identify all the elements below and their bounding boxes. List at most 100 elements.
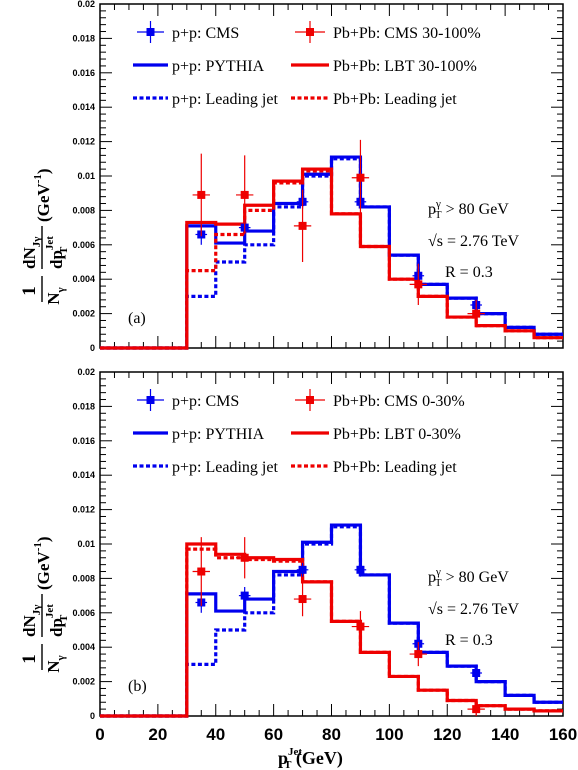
point-marker bbox=[472, 705, 481, 714]
point-marker bbox=[472, 309, 481, 318]
y-title-dp: dpJetT bbox=[44, 236, 70, 269]
point-marker bbox=[197, 567, 206, 576]
annotation-sqrt-s: √s = 2.76 TeV bbox=[428, 233, 520, 250]
x-tick-label: 0 bbox=[95, 725, 104, 744]
y-title-dp-sup: Jet bbox=[44, 604, 56, 618]
data-point bbox=[351, 611, 370, 643]
y-title-unit-sup: -1 bbox=[32, 174, 44, 183]
y-title-n: N bbox=[44, 660, 63, 673]
data-point bbox=[192, 153, 210, 237]
legend-label: p+p: PYTHIA bbox=[172, 426, 265, 443]
series-pp_lead bbox=[100, 157, 563, 350]
panel-a: 0 0.002 0.004 0.006 0.008 0.01 0.012 0.014 0.016… bbox=[19, 0, 564, 353]
y-tick-label: 0.01 bbox=[77, 539, 95, 549]
y-title-n-sub: γ bbox=[55, 287, 67, 293]
y-title-dn-sub: Jγ bbox=[31, 605, 43, 616]
y-title-dn: dNJγ bbox=[20, 605, 43, 637]
y-tick-label: 0.02 bbox=[77, 367, 95, 377]
point-marker bbox=[240, 553, 249, 562]
annotation-pt-value: > 80 GeV bbox=[442, 201, 510, 218]
y-title-one: 1 bbox=[19, 654, 40, 664]
annotation-pt-symbol: p bbox=[428, 569, 436, 586]
data-point bbox=[351, 139, 370, 216]
x-title-unit: (GeV) bbox=[291, 748, 342, 769]
legend: p+p: CMS Pb+Pb: CMS 0-30% p+p: PYTHIA Pb+Pb… bbox=[133, 389, 465, 476]
x-tick-label: 160 bbox=[549, 725, 577, 744]
point-marker bbox=[356, 173, 365, 182]
point-marker bbox=[356, 622, 365, 631]
y-title-dp-main: dp bbox=[47, 250, 66, 269]
y-title-ngamma: Nγ bbox=[44, 655, 67, 672]
x-tick-label: 140 bbox=[491, 725, 519, 744]
y-title-unit-main: (GeV bbox=[34, 183, 53, 222]
data-point bbox=[192, 537, 210, 606]
point-marker bbox=[298, 565, 307, 574]
x-axis-title: pJet T (GeV) bbox=[278, 746, 343, 770]
y-title-dp-sub: T bbox=[58, 246, 70, 254]
series-pb_lbt bbox=[100, 167, 563, 350]
data-point bbox=[409, 642, 427, 667]
y-tick-label: 0 bbox=[90, 343, 95, 353]
x-tick-label: 80 bbox=[322, 725, 341, 744]
legend-symbol-marker bbox=[306, 396, 314, 404]
y-tick-label: 0.018 bbox=[72, 401, 95, 411]
y-title-dn-main: dN bbox=[20, 247, 39, 269]
panel-label: (b) bbox=[128, 678, 147, 695]
legend-label: Pb+Pb: LBT 0-30% bbox=[333, 426, 461, 443]
y-tick-label: 0.018 bbox=[72, 33, 95, 43]
data-point bbox=[293, 581, 312, 617]
panel-label: (a) bbox=[128, 310, 146, 327]
y-tick-label: 0.008 bbox=[72, 573, 95, 583]
y-tick-label: 0.004 bbox=[72, 274, 95, 284]
data-point bbox=[238, 587, 251, 605]
y-title-unit-close: ) bbox=[34, 536, 53, 542]
x-tick-label: 100 bbox=[375, 725, 403, 744]
data-point bbox=[467, 299, 485, 328]
annotation-radius: R = 0.3 bbox=[445, 632, 493, 649]
x-tick-label: 20 bbox=[148, 725, 167, 744]
point-marker bbox=[414, 280, 423, 289]
legend-label: p+p: CMS bbox=[172, 25, 239, 42]
legend-label: Pb+Pb: CMS 0-30% bbox=[333, 393, 465, 410]
annotation-pt-sub: T bbox=[435, 209, 442, 221]
y-title-dn: dNJγ bbox=[20, 237, 43, 269]
data-point bbox=[467, 702, 485, 716]
y-title-dp-sub: T bbox=[58, 614, 70, 622]
y-title-dn-main: dN bbox=[20, 615, 39, 637]
legend-label: p+p: CMS bbox=[172, 393, 239, 410]
legend-label: Pb+Pb: CMS 30-100% bbox=[333, 25, 481, 42]
point-marker bbox=[356, 565, 365, 574]
annotation-pt-sub: T bbox=[435, 577, 442, 589]
x-title-p: p bbox=[278, 748, 288, 768]
legend-label: Pb+Pb: Leading jet bbox=[333, 91, 457, 108]
annotation-pt-cut: pγ T > 80 GeV bbox=[428, 566, 509, 589]
x-tick-label: 40 bbox=[206, 725, 225, 744]
y-tick-label: 0.02 bbox=[77, 0, 95, 9]
annotation-pt-sup: γ bbox=[435, 566, 441, 578]
point-marker bbox=[240, 591, 249, 600]
series-pb_cms bbox=[192, 537, 485, 716]
legend-label: p+p: Leading jet bbox=[172, 459, 278, 476]
y-title-unit: (GeV-1) bbox=[32, 168, 53, 222]
x-tick-label: 60 bbox=[264, 725, 283, 744]
y-title-unit-close: ) bbox=[34, 168, 53, 174]
y-title-n: N bbox=[44, 292, 63, 305]
x-tick-label: 120 bbox=[433, 725, 461, 744]
annotation-pt-symbol: p bbox=[428, 201, 436, 218]
point-marker bbox=[298, 221, 307, 230]
y-tick-label: 0.002 bbox=[72, 677, 95, 687]
y-title-ngamma: Nγ bbox=[44, 287, 67, 304]
panel-b: 0 0.002 0.004 0.006 0.008 0.01 0.012 0.014 0.016… bbox=[19, 367, 577, 744]
legend-label: Pb+Pb: LBT 30-100% bbox=[333, 58, 477, 75]
data-point bbox=[409, 263, 427, 305]
data-point bbox=[293, 189, 312, 262]
legend-label: p+p: PYTHIA bbox=[172, 58, 265, 75]
point-marker bbox=[240, 190, 249, 199]
y-tick-label: 0.014 bbox=[72, 102, 95, 112]
y-tick-label: 0.014 bbox=[72, 470, 95, 480]
y-tick-label: 0.016 bbox=[72, 436, 95, 446]
y-tick-label: 0.002 bbox=[72, 309, 95, 319]
